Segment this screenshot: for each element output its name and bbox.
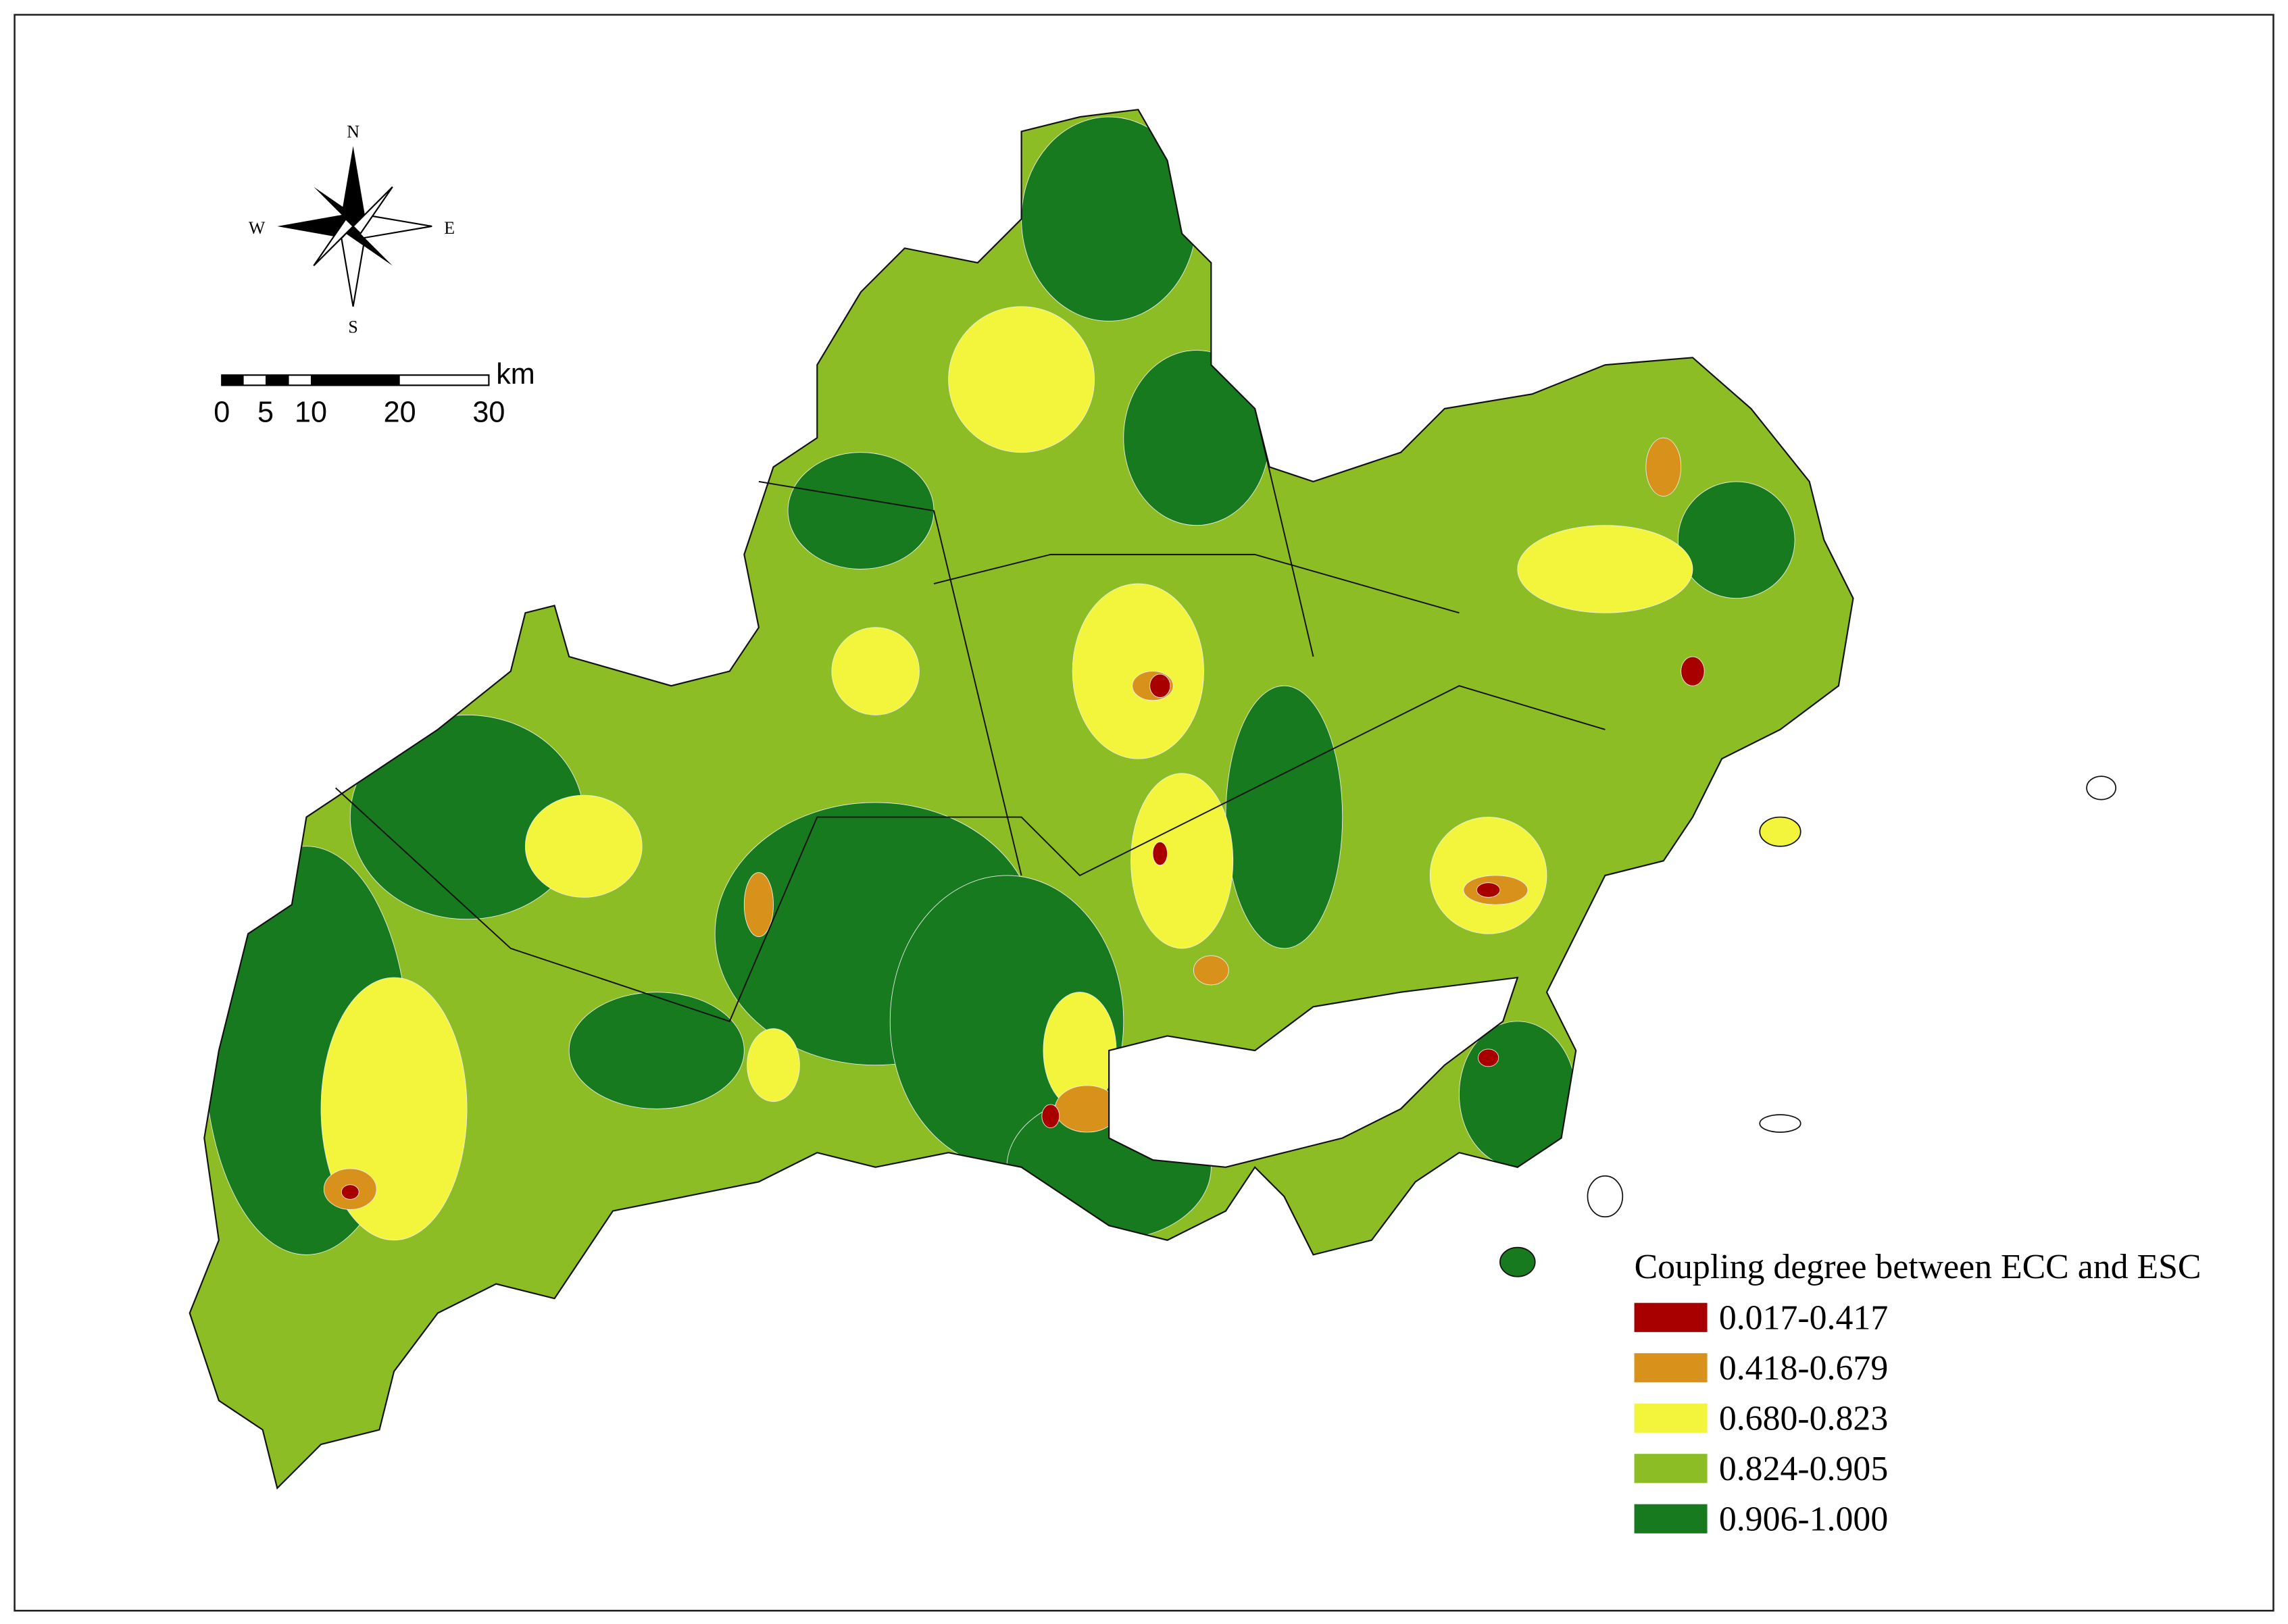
zone bbox=[787, 452, 935, 569]
compass-label: N bbox=[347, 122, 359, 141]
legend-label: 0.824-0.905 bbox=[1719, 1450, 1888, 1488]
region-outline bbox=[189, 109, 1854, 1490]
scale-label: 10 bbox=[295, 396, 327, 428]
zone bbox=[1677, 481, 1795, 599]
legend-label: 0.906-1.000 bbox=[1719, 1500, 1888, 1539]
zone bbox=[524, 794, 643, 898]
compass-label: S bbox=[348, 318, 357, 337]
zone bbox=[1476, 882, 1501, 898]
compass-arm bbox=[313, 218, 355, 267]
legend-swatch bbox=[1634, 1353, 1708, 1383]
compass-arm bbox=[314, 186, 361, 226]
bay bbox=[1108, 976, 1519, 1168]
zone bbox=[948, 306, 1095, 453]
legend-swatch bbox=[1634, 1302, 1708, 1332]
zone bbox=[1041, 1104, 1060, 1128]
zone bbox=[1193, 955, 1229, 986]
zone bbox=[743, 872, 774, 938]
scale-segment bbox=[310, 375, 400, 386]
compass-arm bbox=[352, 186, 393, 235]
island bbox=[1499, 1246, 1536, 1277]
scale-segment bbox=[222, 375, 244, 386]
compass-label: E bbox=[444, 218, 455, 238]
legend-swatch bbox=[1634, 1504, 1708, 1533]
legend: Coupling degree between ECC and ESC 0.01… bbox=[1634, 1248, 2202, 1539]
scale-label: 30 bbox=[472, 396, 505, 428]
scale-label: 20 bbox=[384, 396, 416, 428]
scale-label: 0 bbox=[214, 396, 230, 428]
zone bbox=[1149, 674, 1171, 698]
island bbox=[1759, 1114, 1801, 1133]
district-border bbox=[335, 408, 1606, 1023]
scale-bar: 0 5 10 20 30 km bbox=[214, 358, 535, 428]
legend-label: 0.418-0.679 bbox=[1719, 1349, 1888, 1388]
zone bbox=[1517, 525, 1693, 613]
compass: N S W E bbox=[249, 122, 455, 336]
compass-arm bbox=[345, 226, 393, 266]
island bbox=[1759, 816, 1801, 847]
island bbox=[1587, 1175, 1624, 1218]
zone bbox=[1645, 437, 1682, 497]
zone bbox=[747, 1028, 800, 1102]
zone bbox=[1072, 583, 1204, 759]
zone bbox=[341, 1184, 359, 1200]
compass-arm bbox=[341, 146, 365, 226]
zone bbox=[1225, 685, 1343, 949]
scale-label: 5 bbox=[257, 396, 274, 428]
zone bbox=[1681, 656, 1705, 686]
island bbox=[2086, 776, 2117, 801]
zone bbox=[831, 627, 920, 715]
compass-arm bbox=[277, 214, 353, 238]
frame bbox=[14, 14, 2274, 1612]
scale-unit: km bbox=[496, 358, 535, 390]
compass-label: W bbox=[249, 218, 266, 238]
zone bbox=[1429, 817, 1547, 934]
legend-label: 0.017-0.417 bbox=[1719, 1299, 1888, 1338]
zone bbox=[1478, 1048, 1499, 1067]
zone bbox=[568, 992, 745, 1109]
legend-swatch bbox=[1634, 1403, 1708, 1433]
legend-swatch bbox=[1634, 1454, 1708, 1483]
zone bbox=[1130, 773, 1234, 949]
scale-segment bbox=[266, 375, 289, 386]
legend-title: Coupling degree between ECC and ESC bbox=[1635, 1248, 2202, 1286]
zone bbox=[1152, 841, 1168, 866]
legend-label: 0.680-0.823 bbox=[1719, 1400, 1888, 1438]
